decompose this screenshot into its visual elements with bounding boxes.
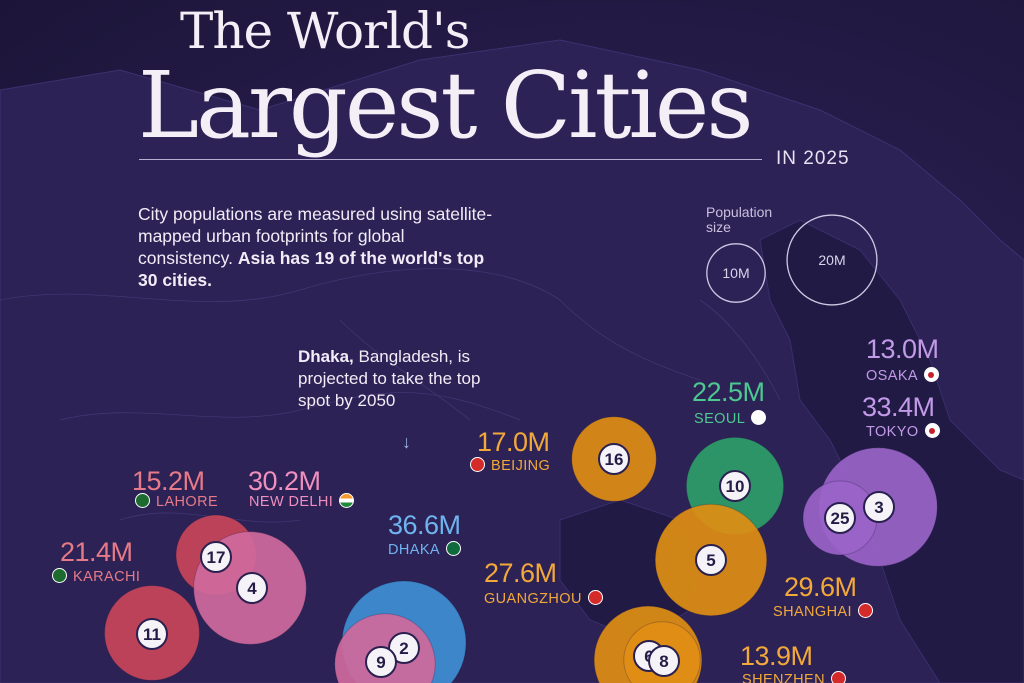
cn-flag-icon bbox=[470, 457, 485, 472]
rank-badge-3: 3 bbox=[863, 491, 895, 523]
population-label: 13.0M bbox=[866, 334, 939, 364]
rank-number: 2 bbox=[399, 639, 408, 658]
population-label: 27.6M bbox=[484, 558, 557, 588]
population-label: 22.5M bbox=[692, 377, 765, 407]
intro-paragraph: City populations are measured using sate… bbox=[138, 203, 498, 291]
city-name-label: NEW DELHI bbox=[249, 493, 355, 510]
cn-flag-icon bbox=[857, 603, 873, 618]
legend-item-10m: 10M bbox=[706, 243, 766, 303]
rank-number: 17 bbox=[207, 548, 226, 567]
rank-badge-16: 16 bbox=[598, 443, 630, 475]
rank-badge-4: 4 bbox=[236, 572, 268, 604]
legend-item-20m: 20M bbox=[786, 214, 878, 306]
rank-number: 11 bbox=[143, 625, 161, 644]
kr-flag-icon bbox=[751, 410, 767, 425]
intro-text: City populations are measured using sate… bbox=[138, 204, 493, 268]
rank-badge-5: 5 bbox=[695, 544, 727, 576]
pk-flag-icon bbox=[52, 568, 67, 583]
rank-badge-2: 2 bbox=[388, 632, 420, 664]
population-label: 30.2M bbox=[248, 466, 321, 496]
down-arrow-icon: ↓ bbox=[402, 432, 411, 452]
pk-flag-icon bbox=[135, 493, 150, 508]
population-label: 21.4M bbox=[60, 537, 133, 567]
city-name-label: LAHORE bbox=[135, 493, 218, 510]
city-name-label: BEIJING bbox=[470, 457, 550, 474]
population-label: 29.6M bbox=[784, 572, 857, 602]
subtitle-year: IN 2025 bbox=[776, 148, 850, 169]
cn-flag-icon bbox=[587, 590, 603, 605]
annotation-bold: Dhaka, bbox=[298, 347, 354, 366]
legend-title: Population size bbox=[706, 204, 773, 235]
rank-badge-8: 8 bbox=[648, 645, 680, 677]
population-label: 36.6M bbox=[388, 510, 461, 540]
title-divider bbox=[139, 159, 762, 160]
svg-text:20M: 20M bbox=[818, 252, 845, 268]
rank-badge-11: 11 bbox=[136, 618, 168, 650]
intro-bold-text: Asia has 19 of the world's top 30 cities… bbox=[138, 248, 485, 290]
rank-badge-10: 10 bbox=[719, 470, 751, 502]
dhaka-annotation: Dhaka, Bangladesh, is projected to take … bbox=[298, 346, 513, 412]
population-label: 15.2M bbox=[132, 466, 205, 496]
in-flag-icon bbox=[339, 493, 355, 508]
rank-number: 10 bbox=[726, 477, 745, 496]
city-name-label: OSAKA bbox=[866, 367, 939, 384]
jp-flag-icon bbox=[924, 423, 940, 438]
population-label: 17.0M bbox=[477, 427, 550, 457]
city-name-label: KARACHI bbox=[52, 568, 140, 585]
rank-number: 16 bbox=[605, 450, 624, 469]
city-name-label: SHENZHEN bbox=[742, 671, 846, 683]
rank-number: 8 bbox=[659, 652, 668, 671]
population-label: 13.9M bbox=[740, 641, 813, 671]
rank-number: 25 bbox=[831, 509, 850, 528]
city-name-label: DHAKA bbox=[388, 541, 461, 558]
svg-text:10M: 10M bbox=[722, 265, 749, 281]
population-label: 33.4M bbox=[862, 392, 935, 422]
rank-number: 9 bbox=[376, 653, 385, 672]
rank-badge-17: 17 bbox=[200, 541, 232, 573]
rank-badge-9: 9 bbox=[365, 646, 397, 678]
jp-flag-icon bbox=[923, 367, 939, 382]
city-name-label: SEOUL bbox=[694, 410, 767, 427]
rank-badge-25: 25 bbox=[824, 502, 856, 534]
title-line-2: Largest Cities bbox=[138, 52, 754, 159]
city-name-label: SHANGHAI bbox=[773, 603, 873, 620]
rank-number: 5 bbox=[706, 551, 715, 570]
cn-flag-icon bbox=[830, 671, 846, 683]
bd-flag-icon bbox=[445, 541, 461, 556]
city-name-label: GUANGZHOU bbox=[484, 590, 603, 607]
annotation-text: Bangladesh, is projected to take the top… bbox=[298, 347, 481, 410]
rank-number: 4 bbox=[247, 579, 257, 598]
title-line-1: The World's bbox=[180, 2, 470, 60]
city-name-label: TOKYO bbox=[866, 423, 940, 440]
rank-number: 3 bbox=[874, 498, 883, 517]
